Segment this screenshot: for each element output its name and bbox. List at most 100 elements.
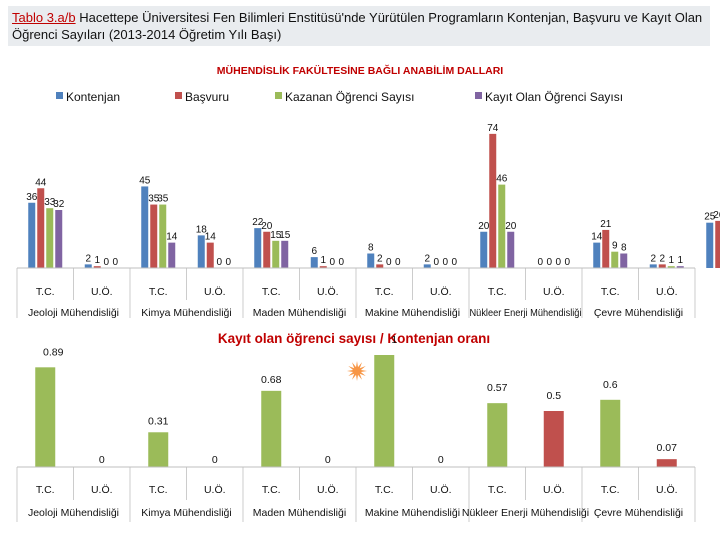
bar-label-2-1: 0 xyxy=(103,257,109,268)
legend-swatch-3 xyxy=(475,92,482,99)
bar-label-0-2: 45 xyxy=(139,175,151,186)
chart2-group-label-2: Maden Mühendisliği xyxy=(253,507,346,519)
bar-label-2-0: 33 xyxy=(44,197,56,208)
chart1-tick-1-1: U.Ö. xyxy=(204,286,226,298)
bar-label-3-1: 0 xyxy=(112,257,118,268)
bar-0-11 xyxy=(649,264,657,268)
ratio-label-10: 0.6 xyxy=(603,379,618,391)
table-caption-box: Tablo 3.a/b Hacettepe Üniversitesi Fen B… xyxy=(8,6,710,46)
bar-0-12 xyxy=(706,222,714,268)
chart2-title: Kayıt olan öğrenci sayısı / Kontenjan or… xyxy=(218,331,490,346)
bar-1-1 xyxy=(93,266,101,268)
chart2-group-label-1: Kimya Mühendisliği xyxy=(141,507,231,519)
bar-2-10 xyxy=(611,251,619,268)
ratio-label-7: 0 xyxy=(438,454,444,466)
ratio-label-9: 0.5 xyxy=(546,390,561,402)
ratio-bar-11 xyxy=(656,459,677,467)
bar-label-0-4: 22 xyxy=(252,217,264,228)
chart1-group-label-4: Nükleer Enerji Mühendisliği xyxy=(470,307,582,319)
bar-1-0 xyxy=(37,188,45,268)
ratio-label-3: 0 xyxy=(212,454,218,466)
bar-3-8 xyxy=(507,231,515,268)
ratio-bar-8 xyxy=(487,403,508,467)
chart2-tick-4-1: U.Ö. xyxy=(543,484,565,496)
chart1-tick-4-0: T.C. xyxy=(488,286,507,298)
legend-label-1: Başvuru xyxy=(185,90,229,104)
legend-swatch-0 xyxy=(56,92,63,99)
bar-label-3-5: 0 xyxy=(338,257,344,268)
bar-label-2-7: 0 xyxy=(442,257,448,268)
chart2-tick-5-0: T.C. xyxy=(601,484,620,496)
chart2-group-label-4: Nükleer Enerji Mühendisliği xyxy=(462,507,589,519)
bar-0-10 xyxy=(593,242,601,268)
bar-3-0 xyxy=(55,210,63,268)
chart1-tick-4-1: U.Ö. xyxy=(543,286,565,298)
bar-label-1-1: 1 xyxy=(94,255,100,266)
ratio-label-1: 0 xyxy=(99,454,105,466)
bar-2-11 xyxy=(667,266,675,268)
bar-label-1-2: 35 xyxy=(148,194,160,205)
ratio-label-0: 0.89 xyxy=(43,346,64,358)
bar-label-2-4: 15 xyxy=(270,230,282,241)
bar-label-0-1: 2 xyxy=(85,253,91,264)
bar-0-2 xyxy=(141,186,149,268)
chart1-tick-3-0: T.C. xyxy=(375,286,394,298)
table-caption-label: Tablo 3.a/b xyxy=(12,10,76,25)
bar-label-1-10: 21 xyxy=(600,219,612,230)
bar-label-2-8: 46 xyxy=(496,174,508,185)
ratio-bar-0 xyxy=(35,367,56,467)
bar-1-2 xyxy=(150,204,158,268)
bar-label-3-11: 1 xyxy=(677,255,683,266)
bar-label-0-8: 20 xyxy=(478,221,490,232)
chart1-group-label-0: Jeoloji Mühendisliği xyxy=(28,307,119,319)
bar-0-8 xyxy=(480,231,488,268)
chart2-tick-2-1: U.Ö. xyxy=(317,484,339,496)
ratio-label-11: 0.07 xyxy=(657,442,678,454)
bar-label-3-0: 32 xyxy=(53,199,65,210)
bar-label-1-4: 20 xyxy=(261,221,273,232)
bar-label-3-2: 14 xyxy=(166,232,178,243)
bar-label-1-9: 0 xyxy=(546,257,552,268)
bar-2-2 xyxy=(159,204,167,268)
chart2-tick-4-0: T.C. xyxy=(488,484,507,496)
bar-label-1-11: 2 xyxy=(659,253,665,264)
bar-label-0-11: 2 xyxy=(650,253,656,264)
chart2-tick-2-0: T.C. xyxy=(262,484,281,496)
chart1-group-label-5: Çevre Mühendisliği xyxy=(594,307,683,319)
bar-label-0-6: 8 xyxy=(368,243,374,254)
ratio-bar-6 xyxy=(374,355,395,467)
chart2-tick-1-1: U.Ö. xyxy=(204,484,226,496)
bar-1-11 xyxy=(658,264,666,268)
chart2-group-label-0: Jeoloji Mühendisliği xyxy=(28,507,119,519)
table-caption: Tablo 3.a/b Hacettepe Üniversitesi Fen B… xyxy=(12,9,710,43)
chart2-group-label-3: Makine Mühendisliği xyxy=(365,507,460,519)
bar-label-0-3: 18 xyxy=(196,224,208,235)
legend-label-0: Kontenjan xyxy=(66,90,120,104)
bar-label-1-8: 74 xyxy=(487,123,499,134)
bar-label-0-5: 6 xyxy=(311,246,317,257)
bar-0-3 xyxy=(197,235,205,268)
chart2-tick-3-1: U.Ö. xyxy=(430,484,452,496)
bar-label-2-3: 0 xyxy=(216,257,222,268)
bar-label-3-3: 0 xyxy=(225,257,231,268)
bar-1-4 xyxy=(263,231,271,268)
starburst-icon xyxy=(347,361,367,381)
bar-0-5 xyxy=(310,257,318,268)
bar-2-0 xyxy=(46,208,54,268)
bar-1-10 xyxy=(602,229,610,268)
bar-label-3-9: 0 xyxy=(564,257,570,268)
bar-0-7 xyxy=(423,264,431,268)
chart1-group-label-3: Makine Mühendisliği xyxy=(365,307,460,319)
bar-label-2-11: 1 xyxy=(668,255,674,266)
bar-label-2-10: 9 xyxy=(612,241,618,252)
bar-3-2 xyxy=(168,242,176,268)
chart1-tick-2-0: T.C. xyxy=(262,286,281,298)
bar-1-3 xyxy=(206,242,214,268)
bar-label-2-2: 35 xyxy=(157,194,169,205)
legend-swatch-2 xyxy=(275,92,282,99)
bar-label-3-7: 0 xyxy=(451,257,457,268)
bar-label-3-8: 20 xyxy=(505,221,517,232)
bar-label-0-12: 25 xyxy=(704,212,716,223)
bar-2-8 xyxy=(498,184,506,268)
